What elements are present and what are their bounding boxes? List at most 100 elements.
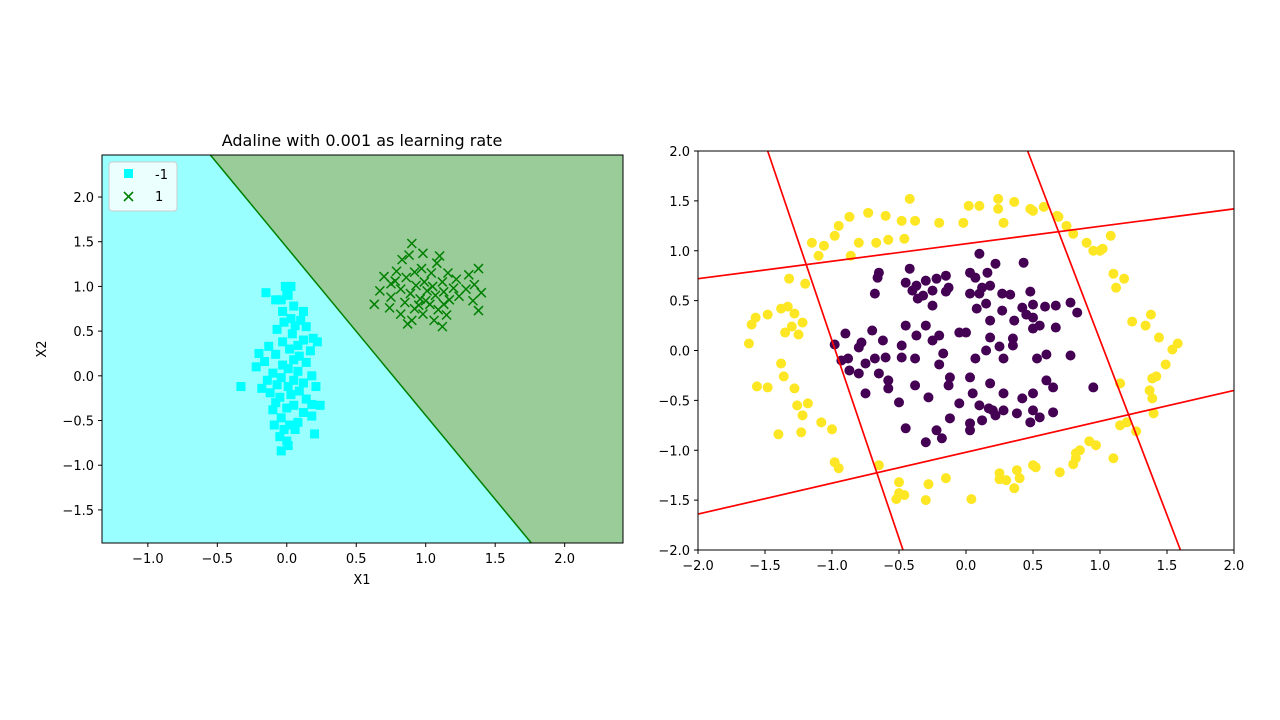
class-neg1-point — [307, 371, 317, 381]
class-neg1-point — [254, 348, 264, 358]
class-neg1-point — [289, 301, 299, 311]
class-neg1-point — [286, 390, 296, 400]
inner-circle-point — [867, 325, 878, 336]
inner-circle-point — [985, 315, 996, 326]
class-1-point — [413, 300, 424, 311]
inner-circle-point — [912, 293, 923, 304]
inner-circle-point — [970, 272, 981, 283]
chart2-y-tick-label: 2.0 — [669, 145, 690, 160]
class-neg1-point — [312, 337, 322, 347]
inner-circle-point — [977, 415, 988, 426]
chart2-x-tick-label: −1.5 — [749, 559, 781, 574]
outer-circle-point — [746, 319, 757, 330]
class-neg1-point — [307, 411, 317, 421]
class-neg1-point — [275, 392, 285, 402]
inner-circle-point — [940, 270, 951, 281]
inner-circle-point — [970, 353, 981, 364]
chart1-title: Adaline with 0.001 as learning rate — [222, 131, 503, 150]
inner-circle-point — [883, 383, 894, 394]
outer-circle-point — [1140, 320, 1151, 331]
inner-circle-point — [869, 353, 880, 364]
inner-circle-point — [974, 288, 985, 299]
outer-circle-point — [974, 200, 985, 211]
class-neg1-point — [275, 432, 285, 442]
inner-circle-point — [998, 353, 1009, 364]
outer-circle-point — [1028, 205, 1038, 216]
outer-circle-point — [844, 211, 855, 222]
class-neg1-point — [307, 399, 317, 409]
inner-circle-point — [985, 332, 996, 343]
class-neg1-point — [276, 446, 286, 456]
inner-circle-point — [860, 388, 871, 399]
outer-circle-point — [891, 494, 902, 505]
inner-circle-point — [936, 433, 947, 444]
chart1-x-tick-label: −0.5 — [202, 552, 234, 567]
outer-circle-point — [1030, 462, 1041, 473]
class-1-point — [451, 274, 462, 285]
outer-circle-point — [778, 371, 789, 382]
region-class-1 — [210, 155, 624, 543]
class-1-point — [409, 267, 420, 278]
separating-line — [1026, 150, 1182, 551]
class-neg1-point — [298, 335, 308, 345]
class-1-point — [430, 290, 441, 301]
decision-boundary-line — [209, 154, 532, 544]
class-1-point — [384, 302, 395, 313]
chart2-y-ticks: −2.0 −1.5 −1.0 −0.5 0.0 0.5 1.0 1.5 2.0 — [658, 145, 698, 559]
outer-circle-point — [797, 317, 808, 328]
class-neg1-point — [311, 382, 321, 392]
decision-regions — [102, 155, 624, 543]
class-neg1-point — [301, 322, 311, 332]
outer-circle-point — [1119, 273, 1130, 284]
class-1-point — [437, 321, 448, 332]
inner-circle-point — [900, 320, 911, 331]
outer-circle-point — [993, 203, 1004, 214]
inner-circle-point — [1088, 382, 1099, 393]
inner-circle-point — [873, 368, 884, 379]
inner-circle-point — [920, 320, 931, 331]
class-neg1-point — [294, 351, 304, 361]
outer-circle-point — [1068, 228, 1079, 239]
outer-circle-point — [993, 193, 1004, 204]
separating-line — [697, 389, 1235, 515]
class-neg1-point — [296, 315, 306, 325]
outer-circle-point — [776, 358, 787, 369]
outer-circle-point — [1160, 359, 1171, 370]
inner-circle-point — [1028, 299, 1038, 310]
class-neg1-point — [276, 373, 286, 383]
outer-circle-point — [899, 233, 910, 244]
chart1-y-tick-label: 0.5 — [73, 325, 94, 340]
class-neg1-point — [294, 386, 304, 396]
inner-circle-point — [998, 405, 1009, 416]
outer-circle-point — [818, 240, 829, 251]
outer-circle-point — [1097, 243, 1108, 254]
class-1-point — [431, 258, 442, 269]
outer-circle-point — [1009, 196, 1020, 207]
class-1-point — [463, 269, 474, 280]
chart2-separating-lines — [697, 150, 1235, 551]
inner-circle-point — [910, 353, 921, 364]
inner-circle-point — [896, 352, 907, 363]
inner-circle-point — [900, 277, 911, 288]
class-neg1-point — [262, 375, 272, 385]
class-neg1-point — [298, 407, 308, 417]
class-1-point — [391, 266, 402, 277]
outer-circle-point — [1144, 385, 1155, 396]
inner-circle-point — [990, 258, 1001, 269]
class-1-point — [441, 309, 452, 321]
class-neg1-point — [290, 424, 300, 434]
inner-circle-point — [954, 398, 965, 409]
legend-marker-class-neg1 — [124, 169, 133, 178]
inner-circle-point — [853, 342, 864, 353]
class-neg1-point — [278, 306, 288, 316]
chart1-x-tick-label: 0.0 — [276, 552, 297, 567]
inner-circle-point — [923, 392, 934, 403]
chart1-y-ticks: −1.5 −1.0 −0.5 0.0 0.5 1.0 1.5 2.0 — [62, 191, 102, 519]
outer-circle-point — [940, 473, 951, 484]
chart1-y-tick-label: 1.5 — [73, 236, 94, 251]
outer-circle-point — [963, 200, 974, 211]
inner-circle-point — [907, 285, 918, 296]
inner-circle-point — [981, 345, 992, 356]
inner-circle-point — [1041, 375, 1052, 386]
class-1-point — [433, 304, 444, 315]
